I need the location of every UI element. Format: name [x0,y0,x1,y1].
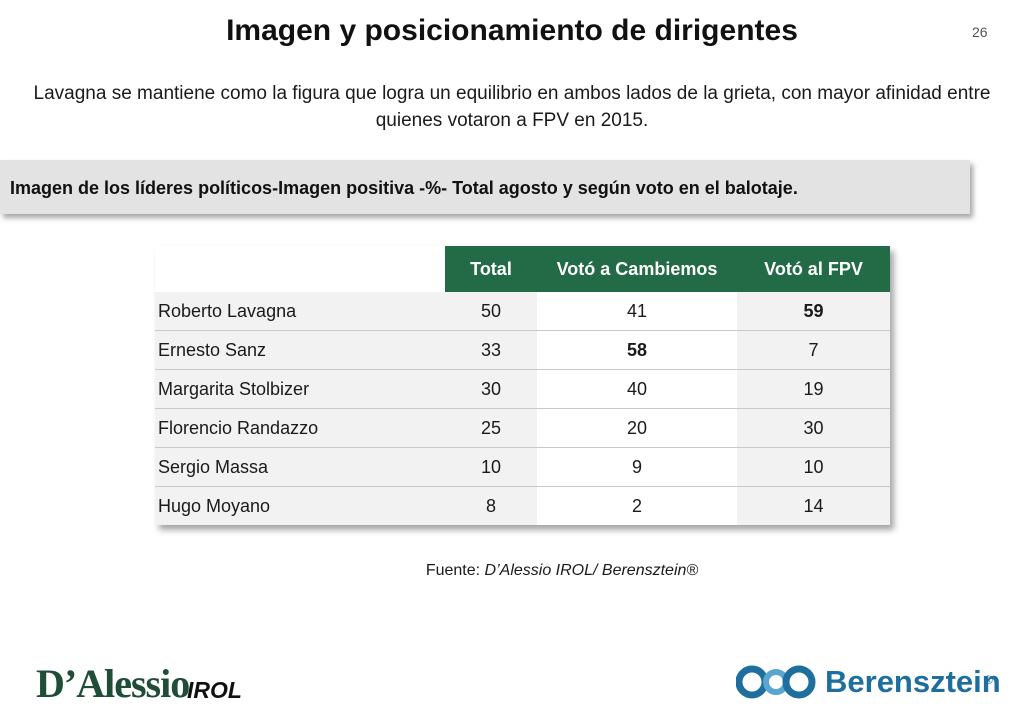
row-name: Hugo Moyano [155,486,445,525]
cell-total: 33 [445,330,537,370]
cell-fpv: 30 [737,408,890,448]
subtitle-line-2: quienes votaron a FPV en 2015. [375,110,649,131]
row-name: Sergio Massa [155,447,445,487]
cell-cambiemos: 40 [537,369,737,409]
cell-fpv: 10 [737,447,890,487]
cell-total: 10 [445,447,537,487]
dalessio-logo: D’Alessio [36,661,190,706]
page-number: 26 [972,24,988,40]
table-row: Ernesto Sanz 33 58 7 [155,330,890,370]
subtitle: Lavagna se mantiene como la figura que l… [0,80,1024,134]
source-note: Fuente: D’Alessio IROL/ Berensztein® [0,562,1024,580]
section-heading: Imagen de los líderes políticos-Imagen p… [0,160,970,214]
cell-total: 8 [445,486,537,525]
table-row: Roberto Lavagna 50 41 59 [155,292,890,331]
table-row: Margarita Stolbizer 30 40 19 [155,369,890,409]
cell-fpv: 14 [737,486,890,525]
irol-logo-text: IROL [187,677,242,703]
cell-total: 30 [445,369,537,409]
table-row: Sergio Massa 10 9 10 [155,447,890,487]
header-voto-cambiemos: Votó a Cambiemos [537,246,737,292]
table-row: Florencio Randazzo 25 20 30 [155,408,890,448]
subtitle-line-1: Lavagna se mantiene como la figura que l… [33,83,991,104]
cell-fpv: 59 [737,292,890,331]
cell-total: 25 [445,408,537,448]
header-total: Total [445,246,537,292]
source-label: Fuente: [425,562,481,579]
row-name: Margarita Stolbizer [155,369,445,409]
cell-total: 50 [445,292,537,331]
header-voto-fpv: Votó al FPV [737,246,890,292]
results-table-container: Total Votó a Cambiemos Votó al FPV Rober… [155,246,890,525]
source-text: D’Alessio IROL/ Berensztein® [484,562,699,579]
cell-cambiemos: 2 [537,486,737,525]
header-blank-cell [155,246,445,292]
row-name: Ernesto Sanz [155,330,445,370]
cell-fpv: 19 [737,369,890,409]
table-row: Hugo Moyano 8 2 14 [155,486,890,525]
berensztein-logo-text: Berensztein [825,664,1001,699]
registered-mark: ® [984,673,993,687]
cell-cambiemos: 20 [537,408,737,448]
cell-cambiemos: 41 [537,292,737,331]
cell-cambiemos: 58 [537,330,737,370]
table-header-row: Total Votó a Cambiemos Votó al FPV [155,246,890,292]
page-title: Imagen y posicionamiento de dirigentes [226,14,798,47]
cell-cambiemos: 9 [537,447,737,487]
cell-fpv: 7 [737,330,890,370]
results-table: Total Votó a Cambiemos Votó al FPV Rober… [155,246,890,525]
row-name: Florencio Randazzo [155,408,445,448]
berensztein-mark-icon [736,665,816,699]
row-name: Roberto Lavagna [155,292,445,331]
